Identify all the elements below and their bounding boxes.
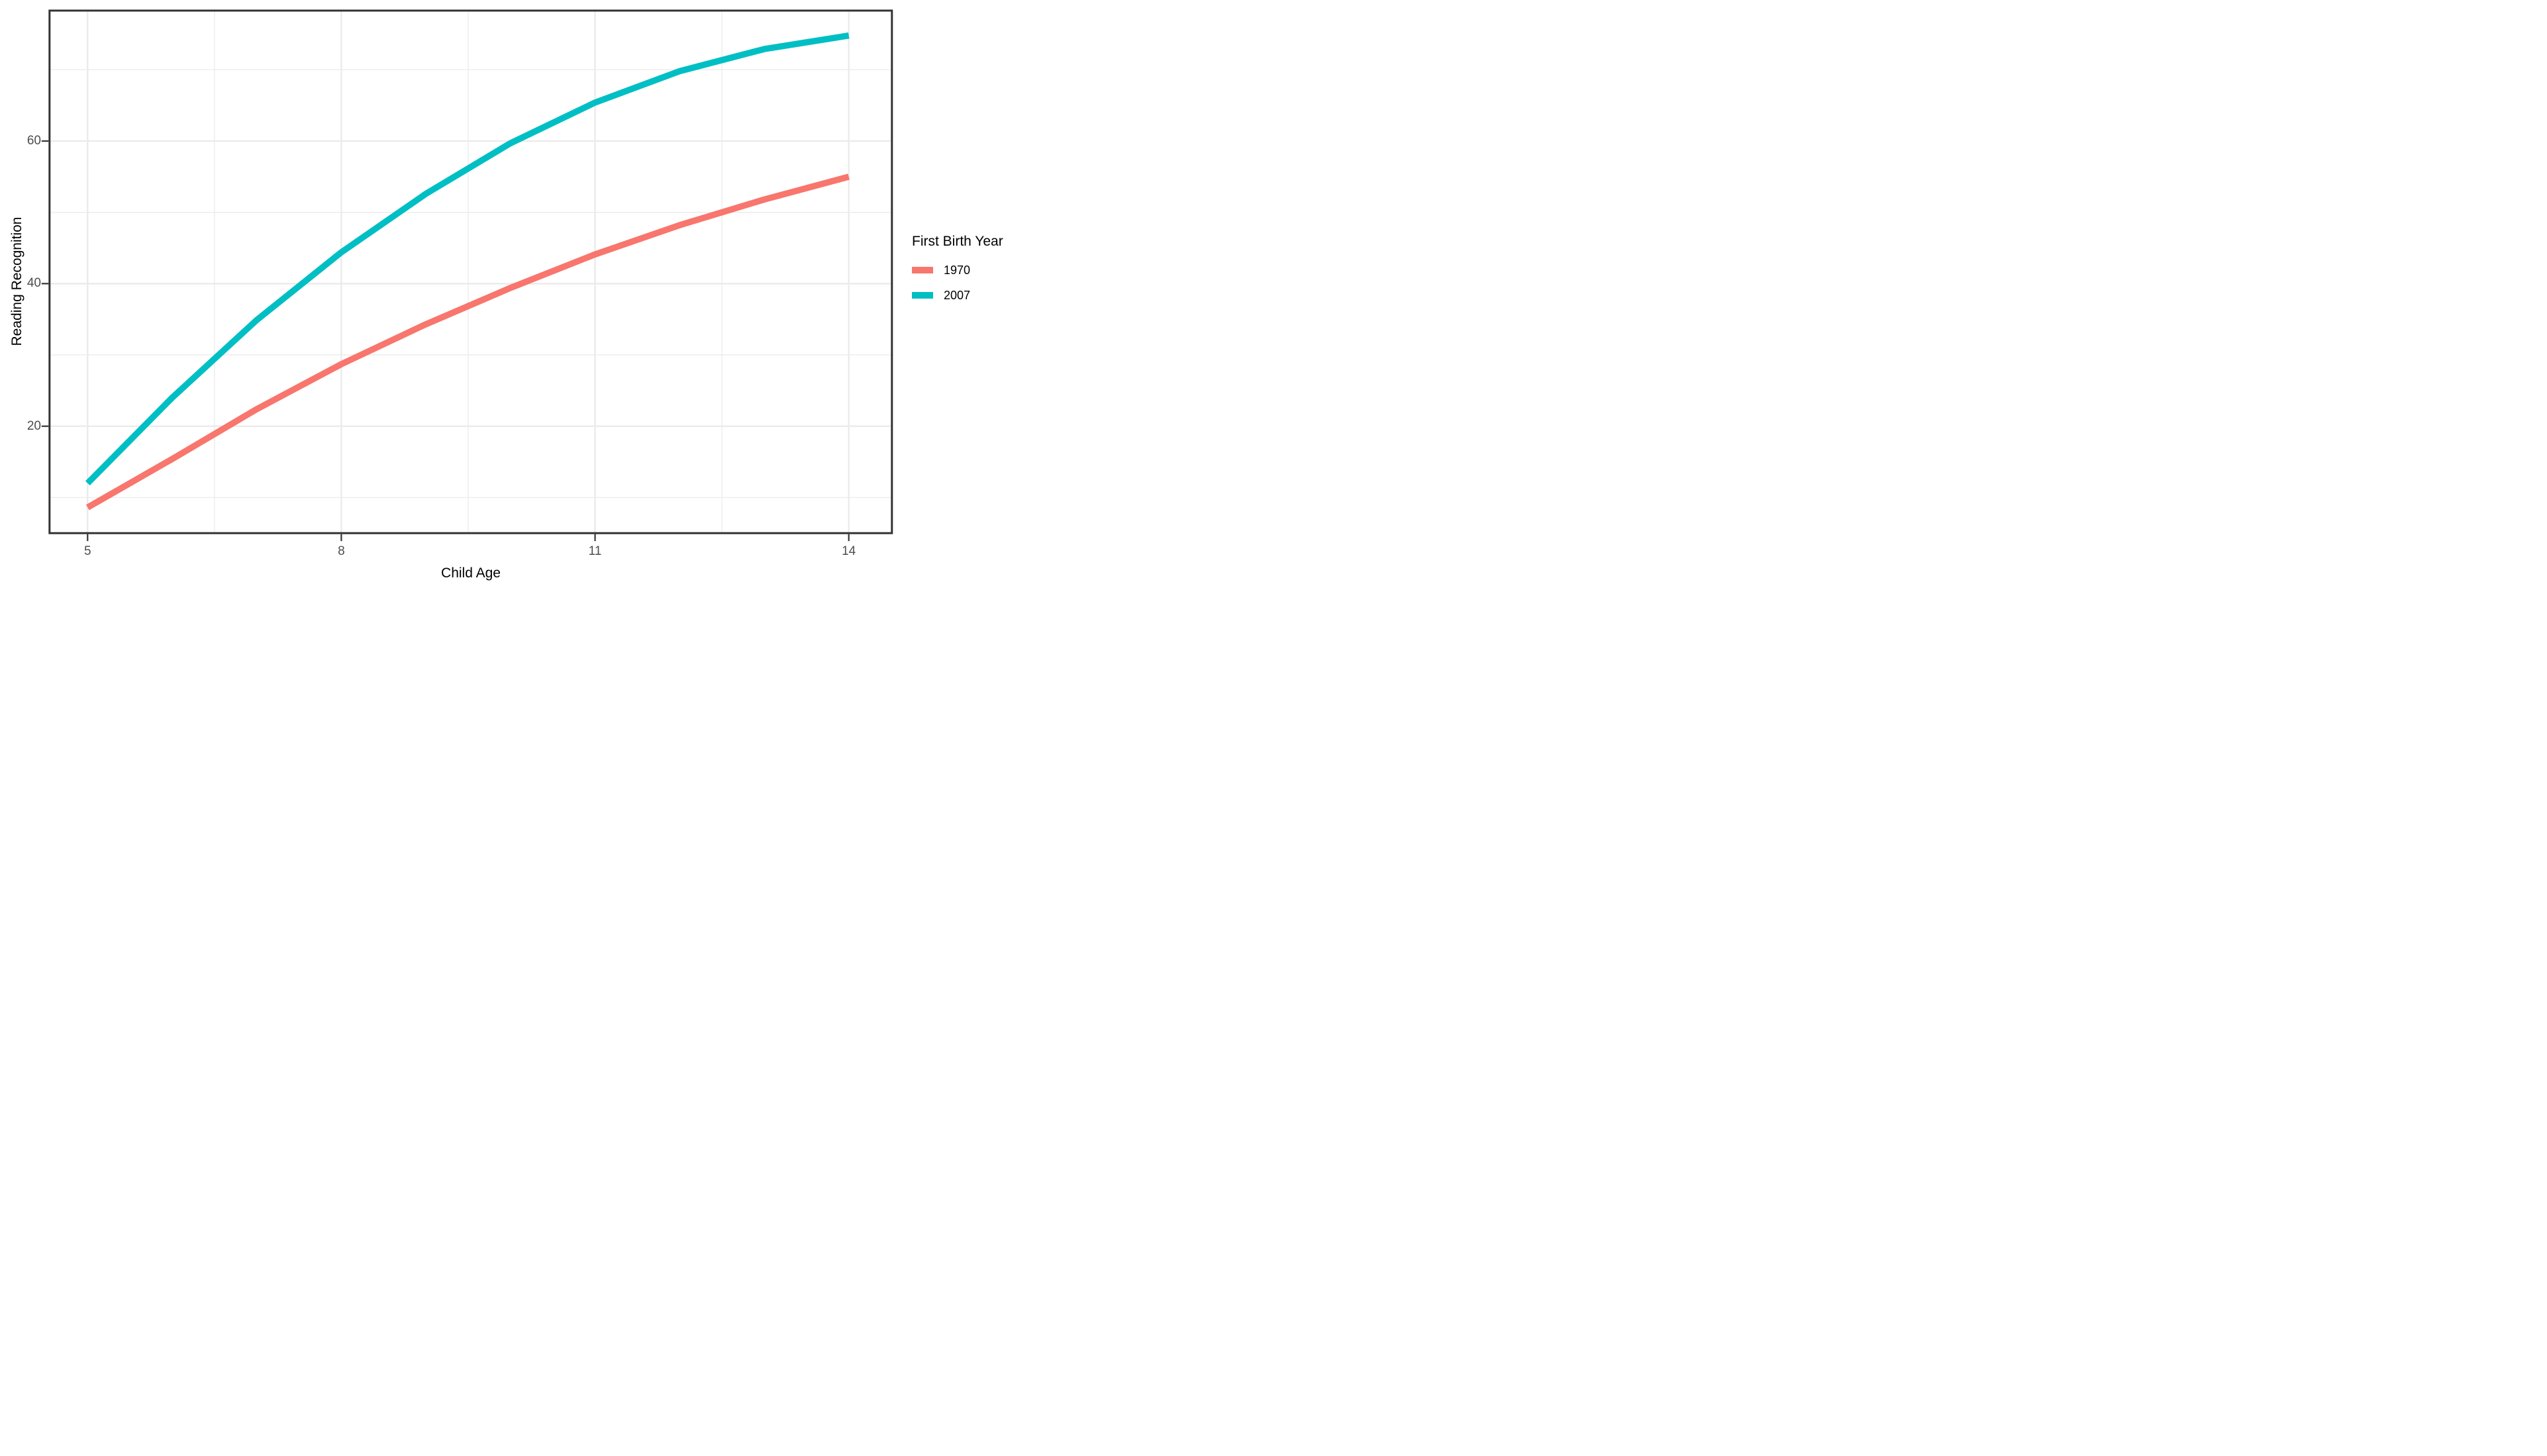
- series-line-2007: [85, 32, 850, 486]
- series-line-1970: [85, 173, 850, 510]
- legend: First Birth Year 1970 2007: [912, 233, 1003, 313]
- legend-label-2007: 2007: [944, 288, 971, 302]
- legend-title: First Birth Year: [912, 234, 1003, 249]
- x-tick-label-14: 14: [842, 544, 856, 558]
- line-chart-figure: 5 8 11 14 20 40 60 Child Age Reading Recogniti…: [0, 0, 1019, 583]
- panel-border: [48, 9, 893, 534]
- plot-panel: [41, 9, 893, 542]
- y-axis-title: Reading Recognition: [9, 217, 25, 346]
- legend-key-1970-line: [912, 267, 933, 273]
- x-tick-label-8: 8: [338, 544, 345, 558]
- x-axis-title: Child Age: [441, 565, 501, 581]
- x-tick-label-5: 5: [83, 544, 91, 558]
- y-tick-label-60: 60: [26, 134, 41, 148]
- y-tick-label-20: 20: [26, 418, 41, 433]
- y-tick-label-40: 40: [26, 276, 41, 291]
- x-tick-label-11: 11: [588, 544, 602, 558]
- legend-item-2007: 2007: [912, 287, 1003, 303]
- legend-item-1970: 1970: [912, 262, 1003, 278]
- legend-key-2007-line: [912, 292, 933, 299]
- legend-label-1970: 1970: [944, 263, 971, 277]
